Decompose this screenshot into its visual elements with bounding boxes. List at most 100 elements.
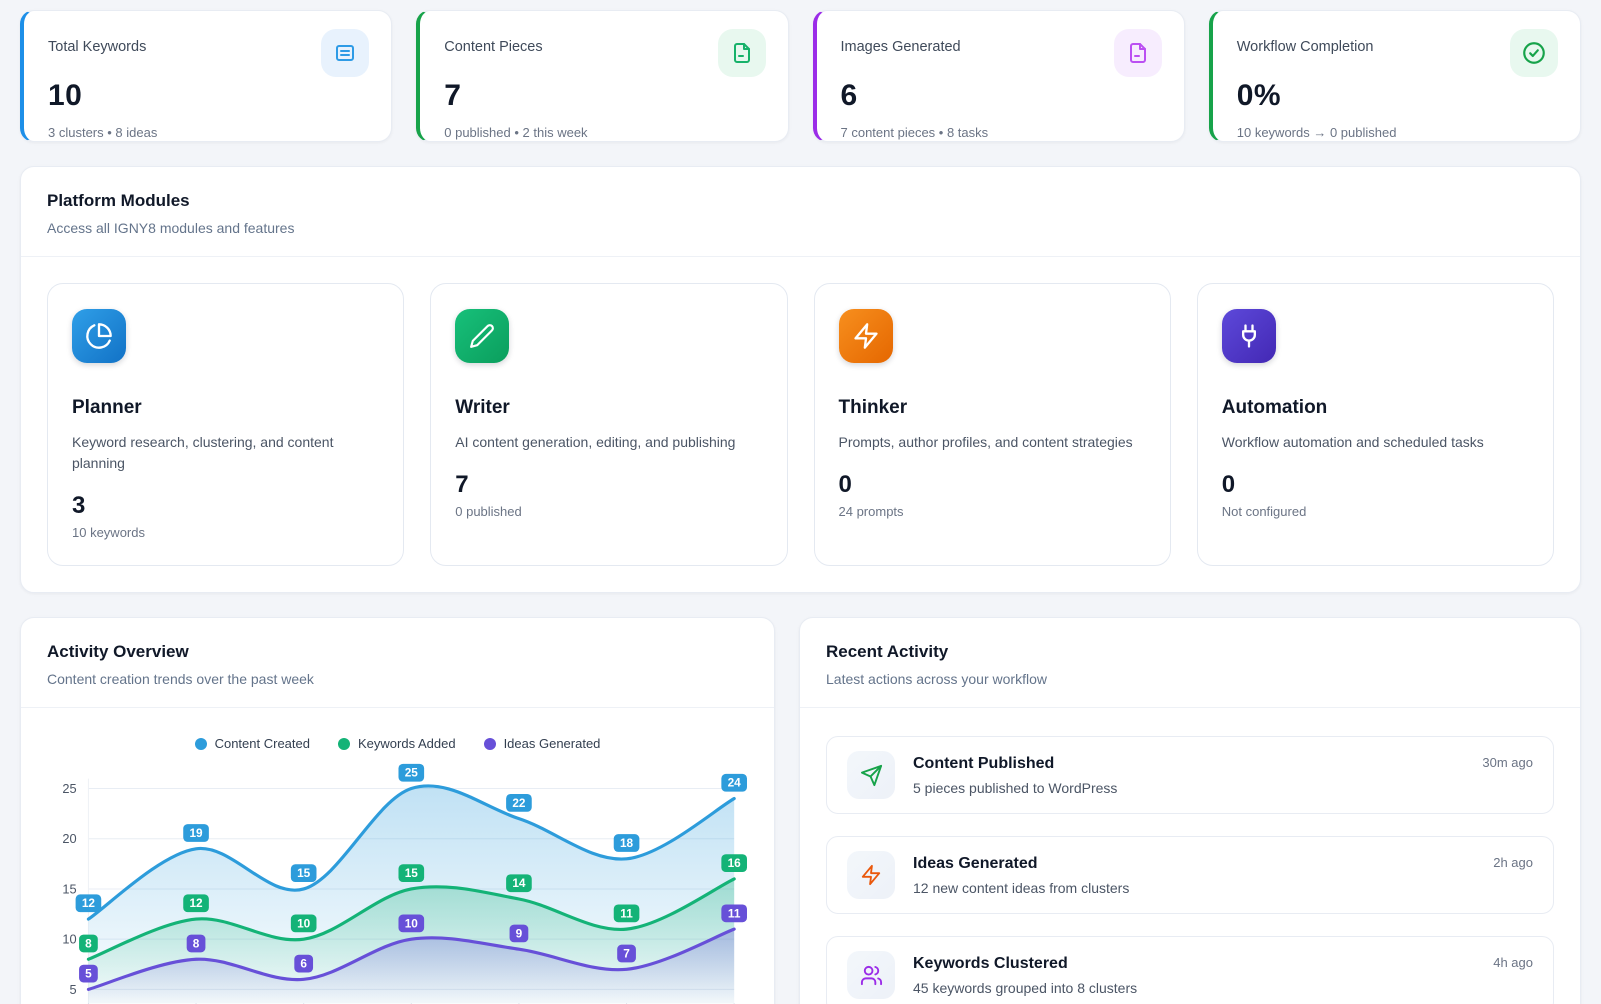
svg-text:15: 15 bbox=[297, 866, 311, 880]
module-card-planner[interactable]: Planner Keyword research, clustering, an… bbox=[47, 283, 405, 566]
module-value: 0 bbox=[838, 471, 852, 498]
module-description: Keyword research, clustering, and conten… bbox=[72, 434, 334, 471]
recent-activity-title: Recent Activity bbox=[826, 642, 949, 661]
stat-title: Workflow Completion bbox=[1236, 39, 1374, 55]
legend-dot bbox=[337, 737, 350, 750]
svg-text:8: 8 bbox=[193, 936, 200, 950]
module-caption: 10 keywords bbox=[72, 525, 145, 540]
pencil-icon bbox=[469, 323, 495, 349]
activity-area-chart: 5 10 15 20 25 12 19 15 25 22 18 24 8 12 10 15 14 11 16 5 8 6 1… bbox=[62, 763, 747, 1004]
stat-subtitle: 3 clusters • 8 ideas bbox=[48, 125, 158, 140]
activity-item-description: 12 new content ideas from clusters bbox=[913, 879, 1130, 896]
legend-item-ideas-generated: Ideas Generated bbox=[483, 736, 601, 751]
module-caption: Not configured bbox=[1221, 504, 1307, 519]
activity-item-description: 45 keywords grouped into 8 clusters bbox=[913, 979, 1138, 996]
svg-text:18: 18 bbox=[620, 836, 634, 850]
svg-text:7: 7 bbox=[623, 946, 630, 960]
bolt-icon bbox=[860, 864, 882, 886]
svg-text:11: 11 bbox=[728, 906, 741, 920]
module-card-automation[interactable]: Automation Workflow automation and sched… bbox=[1196, 283, 1554, 566]
activity-item-timestamp: 2h ago bbox=[1493, 855, 1533, 870]
stats-row: Total Keywords 10 3 clusters • 8 ideas C… bbox=[20, 10, 1581, 142]
bolt-icon bbox=[852, 322, 880, 350]
recent-activity-panel: Recent Activity Latest actions across yo… bbox=[799, 617, 1581, 1004]
module-value: 7 bbox=[455, 471, 469, 498]
activity-item-title: Ideas Generated bbox=[913, 854, 1038, 872]
stat-subtitle: 10 keywords → 0 published bbox=[1236, 125, 1397, 140]
activity-overview-title: Activity Overview bbox=[47, 642, 189, 661]
legend-item-content-created: Content Created bbox=[194, 736, 310, 751]
svg-text:10: 10 bbox=[62, 932, 76, 947]
svg-text:25: 25 bbox=[62, 781, 76, 796]
stat-card-content-pieces: Content Pieces 7 0 published • 2 this we… bbox=[416, 10, 789, 142]
svg-text:10: 10 bbox=[405, 916, 419, 930]
stat-card-images-generated: Images Generated 6 7 content pieces • 8 … bbox=[812, 10, 1185, 142]
svg-text:11: 11 bbox=[620, 906, 633, 920]
module-value: 0 bbox=[1221, 471, 1236, 498]
legend-label: Ideas Generated bbox=[503, 736, 601, 751]
svg-text:22: 22 bbox=[512, 796, 526, 810]
activity-item-timestamp: 4h ago bbox=[1493, 955, 1533, 970]
legend-dot bbox=[194, 737, 207, 750]
platform-modules-subtitle: Access all IGNY8 modules and features bbox=[47, 220, 295, 236]
stat-title: Total Keywords bbox=[48, 39, 147, 55]
legend-item-keywords-added: Keywords Added bbox=[337, 736, 456, 751]
module-name: Writer bbox=[455, 397, 510, 418]
platform-modules-title: Platform Modules bbox=[47, 191, 190, 210]
chart-legend: Content Created Keywords Added Ideas Gen… bbox=[47, 736, 748, 751]
svg-text:15: 15 bbox=[405, 866, 419, 880]
svg-text:6: 6 bbox=[300, 957, 307, 971]
svg-text:15: 15 bbox=[62, 881, 76, 896]
module-card-writer[interactable]: Writer AI content generation, editing, a… bbox=[430, 283, 788, 566]
svg-text:19: 19 bbox=[189, 826, 203, 840]
stat-title: Content Pieces bbox=[444, 39, 543, 55]
svg-text:16: 16 bbox=[728, 856, 742, 870]
activity-item-content-published: Content Published 5 pieces published to … bbox=[826, 736, 1554, 814]
module-value: 3 bbox=[72, 492, 86, 519]
svg-text:8: 8 bbox=[85, 936, 92, 950]
pie-chart-icon bbox=[85, 322, 113, 350]
svg-text:5: 5 bbox=[69, 982, 76, 997]
activity-item-ideas-generated: Ideas Generated 12 new content ideas fro… bbox=[826, 836, 1554, 914]
svg-text:5: 5 bbox=[85, 967, 92, 981]
stat-value: 10 bbox=[48, 79, 83, 112]
module-name: Planner bbox=[72, 397, 142, 418]
module-description: AI content generation, editing, and publ… bbox=[455, 434, 736, 450]
recent-activity-subtitle: Latest actions across your workflow bbox=[826, 671, 1047, 687]
keywords-list-icon bbox=[333, 41, 357, 65]
stat-subtitle: 7 content pieces • 8 tasks bbox=[840, 125, 989, 140]
activity-item-title: Content Published bbox=[913, 754, 1055, 772]
stat-subtitle: 0 published • 2 this week bbox=[444, 125, 588, 140]
activity-item-description: 5 pieces published to WordPress bbox=[913, 779, 1118, 796]
platform-modules-panel: Platform Modules Access all IGNY8 module… bbox=[20, 166, 1581, 593]
stat-card-workflow-completion: Workflow Completion 0% 10 keywords → 0 p… bbox=[1208, 10, 1581, 142]
svg-text:25: 25 bbox=[405, 766, 419, 780]
svg-text:9: 9 bbox=[516, 926, 523, 940]
content-file-icon bbox=[730, 41, 754, 65]
image-file-icon bbox=[1126, 41, 1150, 65]
svg-text:24: 24 bbox=[728, 776, 742, 790]
check-circle-icon bbox=[1521, 40, 1547, 66]
stat-card-total-keywords: Total Keywords 10 3 clusters • 8 ideas bbox=[20, 10, 393, 142]
svg-text:12: 12 bbox=[189, 896, 203, 910]
svg-text:14: 14 bbox=[512, 876, 526, 890]
stat-value: 6 bbox=[840, 79, 858, 112]
send-icon bbox=[860, 764, 883, 787]
modules-grid: Planner Keyword research, clustering, an… bbox=[21, 257, 1580, 592]
legend-dot bbox=[483, 737, 496, 750]
users-icon bbox=[860, 964, 883, 987]
module-description: Workflow automation and scheduled tasks bbox=[1221, 434, 1484, 450]
activity-overview-subtitle: Content creation trends over the past we… bbox=[47, 671, 314, 687]
activity-item-keywords-clustered: Keywords Clustered 45 keywords grouped i… bbox=[826, 936, 1554, 1004]
svg-text:20: 20 bbox=[62, 831, 76, 846]
svg-text:10: 10 bbox=[297, 916, 311, 930]
activity-item-timestamp: 30m ago bbox=[1482, 755, 1533, 770]
svg-text:12: 12 bbox=[82, 896, 96, 910]
bottom-row: Activity Overview Content creation trend… bbox=[20, 617, 1581, 1004]
module-card-thinker[interactable]: Thinker Prompts, author profiles, and co… bbox=[813, 283, 1171, 566]
module-name: Thinker bbox=[838, 397, 908, 418]
plug-icon bbox=[1235, 322, 1263, 350]
stat-title: Images Generated bbox=[840, 39, 961, 55]
legend-label: Content Created bbox=[214, 736, 310, 751]
